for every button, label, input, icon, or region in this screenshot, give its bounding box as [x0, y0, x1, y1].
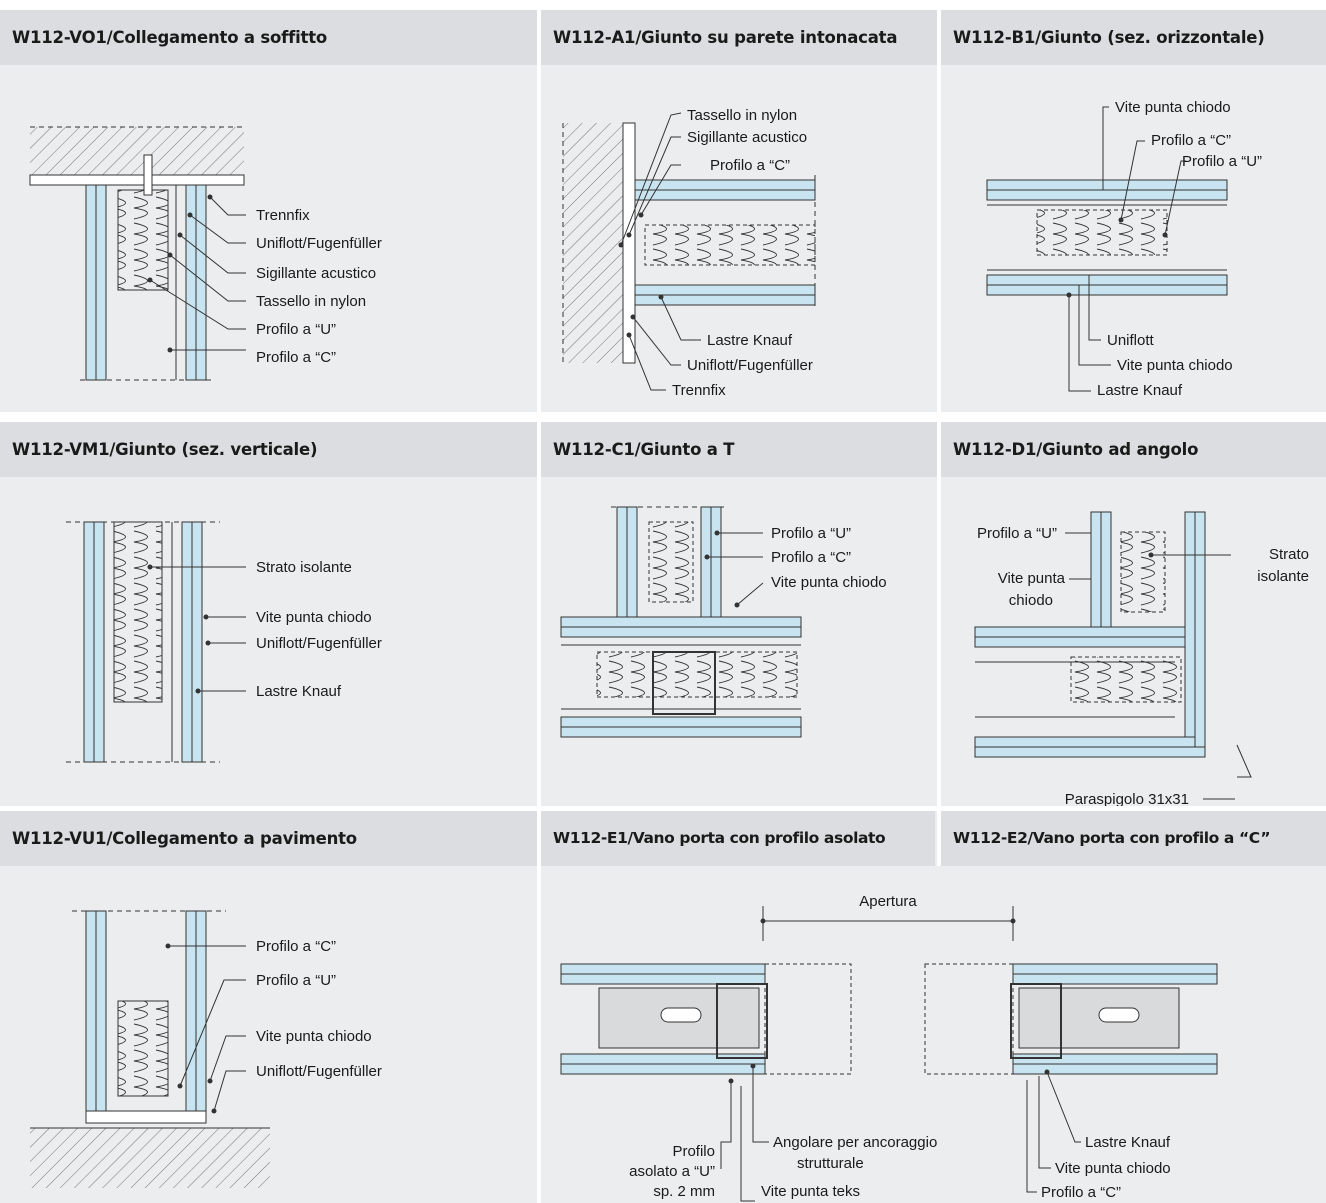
- label-angolare-2: strutturale: [797, 1155, 864, 1172]
- board-left-top: [560, 963, 766, 975]
- panel-vu1: W112-VU1/Collegamento a pavimento Profil…: [0, 811, 537, 1203]
- label-vite-2: chiodo: [1009, 592, 1053, 609]
- label-profilo-3: sp. 2 mm: [653, 1183, 715, 1200]
- label-uniflott: Uniflott/Fugenfüller: [256, 1063, 382, 1080]
- detail-drawing-vo1: Trennfix Uniflott/Fugenfüller Sigillante…: [29, 126, 382, 381]
- label-profilo-c: Profilo a “C”: [1041, 1184, 1121, 1201]
- insulation: [644, 224, 816, 266]
- panel-e: W112-E1/Vano porta con profilo asolato W…: [541, 811, 1326, 1203]
- label-profilo-u: Profilo a “U”: [771, 525, 851, 542]
- label-profilo-u: Profilo a “U”: [1182, 153, 1262, 170]
- label-uniflott: Uniflott/Fugenfüller: [256, 235, 382, 252]
- label-uniflott: Uniflott/Fugenfüller: [687, 357, 813, 374]
- panel-title: W112-D1/Giunto ad angolo: [941, 422, 1326, 477]
- label-sigillante: Sigillante acustico: [256, 265, 376, 282]
- label-profilo-c: Profilo a “C”: [1151, 132, 1231, 149]
- label-vite: Vite punta chiodo: [256, 609, 372, 626]
- label-profilo-u: Profilo a “U”: [256, 972, 336, 989]
- panel-c1: W112-C1/Giunto a T Profilo a “U” Profilo…: [541, 422, 937, 806]
- label-apertura: Apertura: [859, 893, 917, 910]
- detail-drawing-a1: Tassello in nylon Sigillante acustico Pr…: [562, 107, 816, 399]
- panel-title: W112-VO1/Collegamento a soffitto: [0, 10, 537, 65]
- label-lastre: Lastre Knauf: [707, 332, 793, 349]
- label-vite: Vite punta chiodo: [771, 574, 887, 591]
- panel-title: W112-VM1/Giunto (sez. verticale): [0, 422, 537, 477]
- label-vite-teks: Vite punta teks: [761, 1183, 860, 1200]
- panel-title-e2: W112-E2/Vano porta con profilo a “C”: [941, 811, 1326, 866]
- label-vite-2: Vite punta chiodo: [1117, 357, 1233, 374]
- insulation: [117, 1000, 169, 1097]
- board-right-top: [1012, 963, 1218, 975]
- label-tassello: Tassello in nylon: [687, 107, 797, 124]
- label-uniflott: Uniflott: [1107, 332, 1155, 349]
- plastered-wall: [563, 123, 623, 363]
- detail-drawing-vm1: Strato isolante Vite punta chiodo Uniflo…: [66, 521, 382, 763]
- label-vite: Vite punta chiodo: [256, 1028, 372, 1045]
- label-profilo-1: Profilo: [672, 1143, 715, 1160]
- label-angolare-1: Angolare per ancoraggio: [773, 1134, 937, 1151]
- label-lastre: Lastre Knauf: [1097, 382, 1183, 399]
- panel-d1: W112-D1/Giunto ad angolo Profilo a “U” V…: [941, 422, 1326, 806]
- label-profilo-c: Profilo a “C”: [710, 157, 790, 174]
- board-top: [634, 179, 816, 191]
- panel-title: W112-C1/Giunto a T: [541, 422, 937, 477]
- insulation: [596, 651, 798, 698]
- panel-a1: W112-A1/Giunto su parete intonacata Tass…: [541, 10, 937, 412]
- label-profilo-2: asolato a “U”: [629, 1163, 715, 1180]
- label-trennfix: Trennfix: [672, 382, 726, 399]
- anchor-angle-right: [1018, 987, 1180, 1049]
- label-strato: Strato isolante: [256, 559, 352, 576]
- panel-vo1: W112-VO1/Collegamento a soffitto: [0, 10, 537, 412]
- insulation: [113, 521, 163, 703]
- label-paraspigolo: Paraspigolo 31x31: [1065, 791, 1189, 806]
- board-horizontal: [560, 616, 802, 628]
- ceiling-slab: [30, 127, 244, 175]
- label-tassello: Tassello in nylon: [256, 293, 366, 310]
- label-profilo-u: Profilo a “U”: [977, 525, 1057, 542]
- detail-drawing-vu1: Profilo a “C” Profilo a “U” Vite punta c…: [30, 910, 382, 1188]
- label-lastre: Lastre Knauf: [1085, 1134, 1171, 1151]
- label-strato-2: isolante: [1257, 568, 1309, 585]
- panel-title-e1: W112-E1/Vano porta con profilo asolato: [541, 811, 935, 866]
- label-lastre: Lastre Knauf: [256, 683, 342, 700]
- label-profilo-c: Profilo a “C”: [256, 938, 336, 955]
- panel-title: W112-VU1/Collegamento a pavimento: [0, 811, 537, 866]
- panel-vm1: W112-VM1/Giunto (sez. verticale) Strato …: [0, 422, 537, 806]
- panel-b1: W112-B1/Giunto (sez. orizzontale) Vite p…: [941, 10, 1326, 412]
- detail-drawing-d1: Profilo a “U” Vite punta chiodo Strato i…: [974, 511, 1309, 806]
- board-vertical: [616, 506, 628, 618]
- label-vite-chiodo: Vite punta chiodo: [1055, 1160, 1171, 1177]
- label-trennfix: Trennfix: [256, 207, 310, 224]
- detail-drawing-c1: Profilo a “U” Profilo a “C” Vite punta c…: [560, 506, 887, 738]
- detail-drawing-e: Apertura Angolare per ancoraggio struttu…: [560, 893, 1218, 1202]
- floor-slab: [30, 1128, 270, 1188]
- insulation: [1070, 656, 1182, 703]
- board-corner-horizontal: [974, 626, 1186, 638]
- nylon-anchor: [143, 154, 153, 196]
- label-vite-1: Vite punta: [998, 570, 1066, 587]
- board-top: [986, 179, 1228, 191]
- board-left-outer: [85, 184, 97, 381]
- panel-title: W112-B1/Giunto (sez. orizzontale): [941, 10, 1326, 65]
- board-left: [83, 521, 95, 763]
- label-uniflott: Uniflott/Fugenfüller: [256, 635, 382, 652]
- panel-title: W112-A1/Giunto su parete intonacata: [541, 10, 937, 65]
- label-strato-1: Strato: [1269, 546, 1309, 563]
- label-vite-1: Vite punta chiodo: [1115, 99, 1231, 116]
- label-sigillante: Sigillante acustico: [687, 129, 807, 146]
- board-corner-vertical: [1184, 511, 1196, 748]
- insulation: [1036, 209, 1168, 256]
- insulation: [117, 189, 169, 291]
- label-profilo-c: Profilo a “C”: [771, 549, 851, 566]
- label-profilo-c: Profilo a “C”: [256, 349, 336, 366]
- detail-drawing-b1: Vite punta chiodo Profilo a “C” Profilo …: [986, 99, 1262, 399]
- label-profilo-u: Profilo a “U”: [256, 321, 336, 338]
